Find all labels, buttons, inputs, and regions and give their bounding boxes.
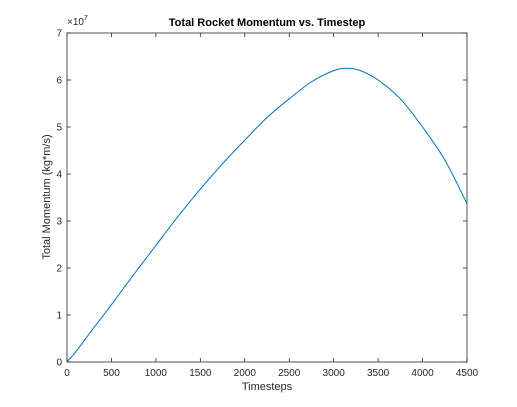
x-axis-label: Timesteps [242,381,293,393]
x-tick-label: 3500 [367,368,390,379]
y-tick-label: 0 [56,358,62,369]
y-axis: 0 1 2 3 4 5 6 7 [56,29,467,369]
plot-area [66,32,468,363]
y-tick-label: 6 [56,76,62,87]
x-tick-label: 1000 [145,368,168,379]
y-axis-exponent-base: ×10 [67,17,84,28]
x-axis: 0 500 1000 1500 2000 2500 3000 3500 4000 4500 [64,33,479,379]
series-layer [66,67,468,363]
chart-title: Total Rocket Momentum vs. Timestep [169,17,366,29]
x-tick-label: 500 [103,368,120,379]
x-tick-label: 2000 [234,368,257,379]
y-tick-label: 4 [56,170,62,181]
y-axis-label: Total Momentum (kg*m/s) [41,134,53,259]
y-tick-label: 5 [56,123,62,134]
y-axis-exponent: ×107 [67,15,88,28]
y-tick-label: 2 [56,264,62,275]
series-line-0 [66,67,468,363]
x-tick-label: 4000 [411,368,434,379]
x-tick-label: 3000 [323,368,346,379]
y-tick-label: 1 [56,311,62,322]
y-tick-label: 3 [56,217,62,228]
y-axis-exponent-power: 7 [84,15,88,22]
x-tick-label: 1500 [189,368,212,379]
y-tick-label: 7 [56,29,62,40]
x-tick-label: 4500 [456,368,479,379]
x-tick-label: 2500 [278,368,301,379]
x-tick-label: 0 [64,368,70,379]
